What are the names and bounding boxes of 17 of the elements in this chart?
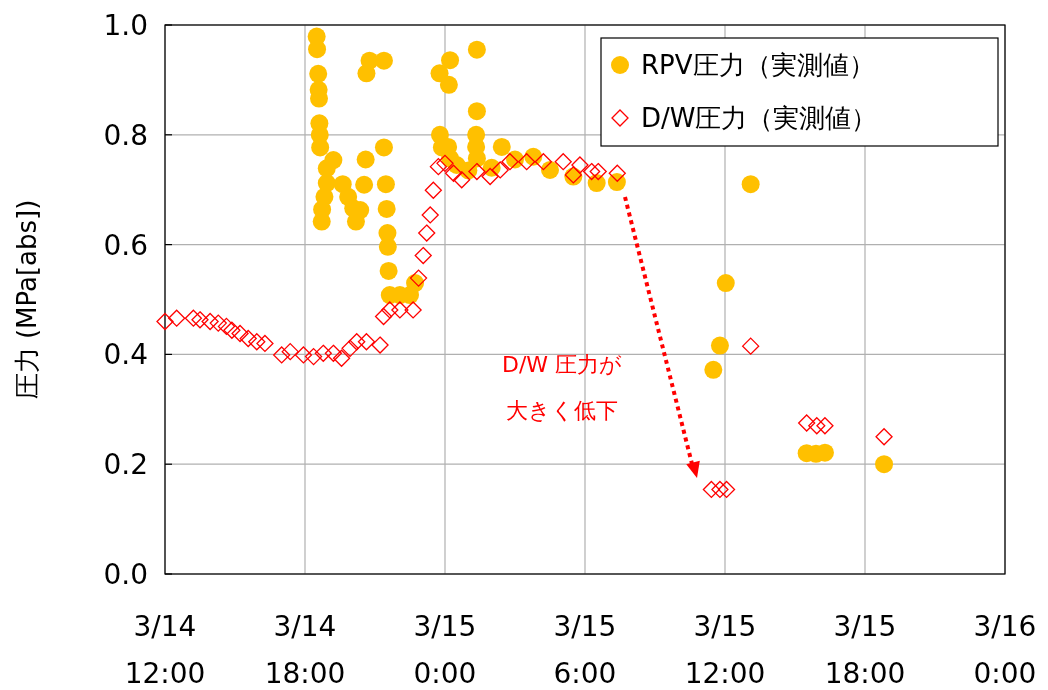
y-tick-label: 0.2 xyxy=(103,448,148,482)
x-tick-label: 3/15 18:00 xyxy=(824,610,906,690)
x-tick-label: 3/14 18:00 xyxy=(264,610,346,690)
y-tick-label: 0.4 xyxy=(103,338,148,372)
y-tick-label: 0.6 xyxy=(103,228,148,262)
y-tick-label: 1.0 xyxy=(103,9,148,42)
annotation: D/W 圧力が大きく低下 xyxy=(501,352,623,423)
x-tick-label: 3/14 12:00 xyxy=(124,610,206,690)
y-tick-label: 0.0 xyxy=(103,558,148,591)
x-tick-label: 3/15 6:00 xyxy=(553,610,617,690)
legend-label: D/W圧力（実測値） xyxy=(641,103,878,133)
x-tick-label: 3/16 0:00 xyxy=(973,610,1037,690)
y-axis-title: 圧力 (MPa[abs]) xyxy=(12,199,42,400)
x-tick-label: 3/15 12:00 xyxy=(684,610,766,690)
y-tick-label: 0.8 xyxy=(103,118,148,152)
legend-label: RPV圧力（実測値） xyxy=(641,50,875,80)
x-tick-label: 3/15 0:00 xyxy=(413,610,477,690)
